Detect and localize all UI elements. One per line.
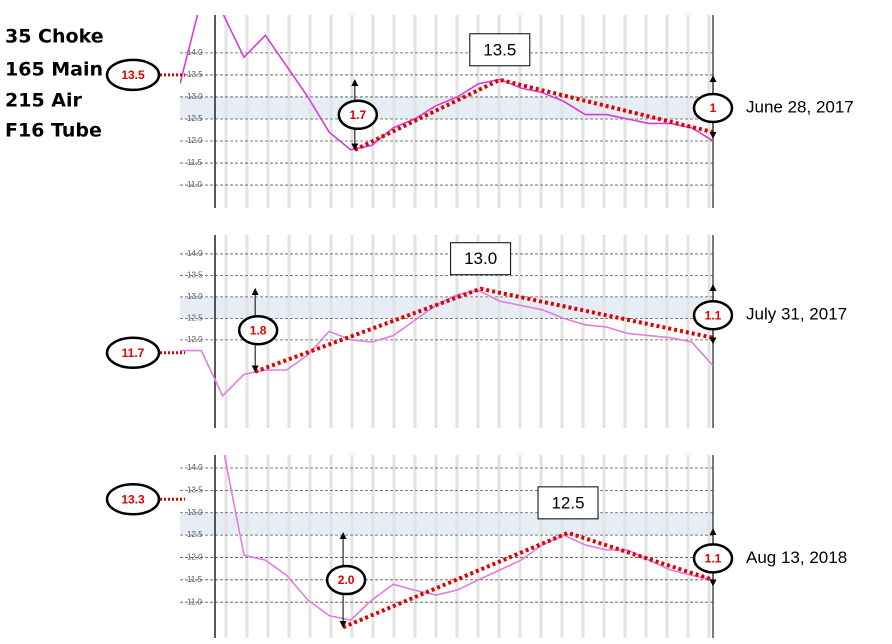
drop-label: 1	[710, 101, 717, 115]
y-tick-label: 13.0	[187, 92, 203, 101]
y-tick-label: 13.0	[187, 292, 203, 301]
y-tick-label: 12.0	[187, 335, 203, 344]
y-tick-label: 11.0	[187, 180, 203, 189]
drop-label: 1.1	[705, 308, 722, 322]
start-oval	[105, 483, 161, 516]
y-tick-label: 12.0	[187, 553, 203, 562]
y-tick-label: 13.5	[187, 271, 203, 280]
rise-label: 1.8	[250, 323, 267, 337]
setup-line: 215 Air	[5, 90, 82, 112]
trace	[223, 455, 713, 621]
peak-label: 13.5	[483, 40, 516, 59]
y-tick-label: 14.0	[187, 463, 203, 472]
date: July 31, 2017	[746, 305, 847, 324]
y-tick-label: 13.0	[187, 508, 203, 517]
peak-box	[537, 486, 599, 520]
peak-label: 13.0	[464, 249, 497, 268]
y-tick-label: 11.5	[187, 158, 203, 167]
rise-label-oval	[237, 314, 279, 346]
y-tick-label: 14.0	[187, 48, 203, 57]
start-oval	[105, 336, 161, 370]
y-tick-label: 11.0	[187, 597, 203, 606]
y-tick-label: 13.5	[187, 485, 203, 494]
y-tick-label: 13.5	[187, 70, 203, 79]
rise-label-oval	[325, 564, 367, 596]
start-oval	[105, 58, 161, 92]
target-band	[180, 512, 713, 536]
trend-line	[254, 286, 714, 374]
date: Aug 13, 2018	[746, 548, 847, 567]
target-band	[180, 96, 713, 119]
chart: 14.0 13.5 13.0 12.5 12.0 1.8 1.1 13.0 11.7 July 3…	[105, 235, 847, 428]
trace	[180, 15, 713, 151]
setup-line: 165 Main	[5, 59, 103, 81]
rise-label: 1.7	[349, 108, 366, 122]
y-tick-label: 12.0	[187, 136, 203, 145]
peak-label: 12.5	[551, 493, 584, 512]
target-band	[180, 296, 713, 319]
start-label: 13.5	[121, 68, 145, 82]
y-tick-label: 12.5	[187, 313, 203, 322]
rise-label: 2.0	[338, 573, 355, 587]
rise-label-oval	[337, 99, 379, 131]
trend-line	[353, 77, 714, 152]
start-label: 11.7	[122, 346, 145, 360]
setup-line: 35 Choke	[5, 26, 104, 48]
y-tick-label: 14.0	[187, 249, 203, 258]
drop-label: 1.1	[705, 552, 722, 566]
peak-box	[469, 33, 531, 67]
chart: 14.0 13.5 13.0 12.5 12.0 11.5 11.0 1.7 1 13.5 13.5…	[105, 15, 854, 208]
peak-box	[450, 242, 512, 276]
drop-label-oval	[692, 92, 734, 124]
drop-label-oval	[692, 299, 734, 331]
date: June 28, 2017	[746, 97, 854, 116]
drop-label-oval	[692, 543, 734, 574]
y-tick-label: 12.5	[187, 530, 203, 539]
start-label: 13.3	[121, 492, 145, 506]
chart: 14.0 13.5 13.0 12.5 12.0 11.5 11.0 2.0 1.1 12.5 13…	[105, 455, 847, 638]
y-tick-label: 11.5	[187, 575, 203, 584]
setup-line: F16 Tube	[5, 120, 102, 142]
y-tick-label: 12.5	[187, 114, 203, 123]
